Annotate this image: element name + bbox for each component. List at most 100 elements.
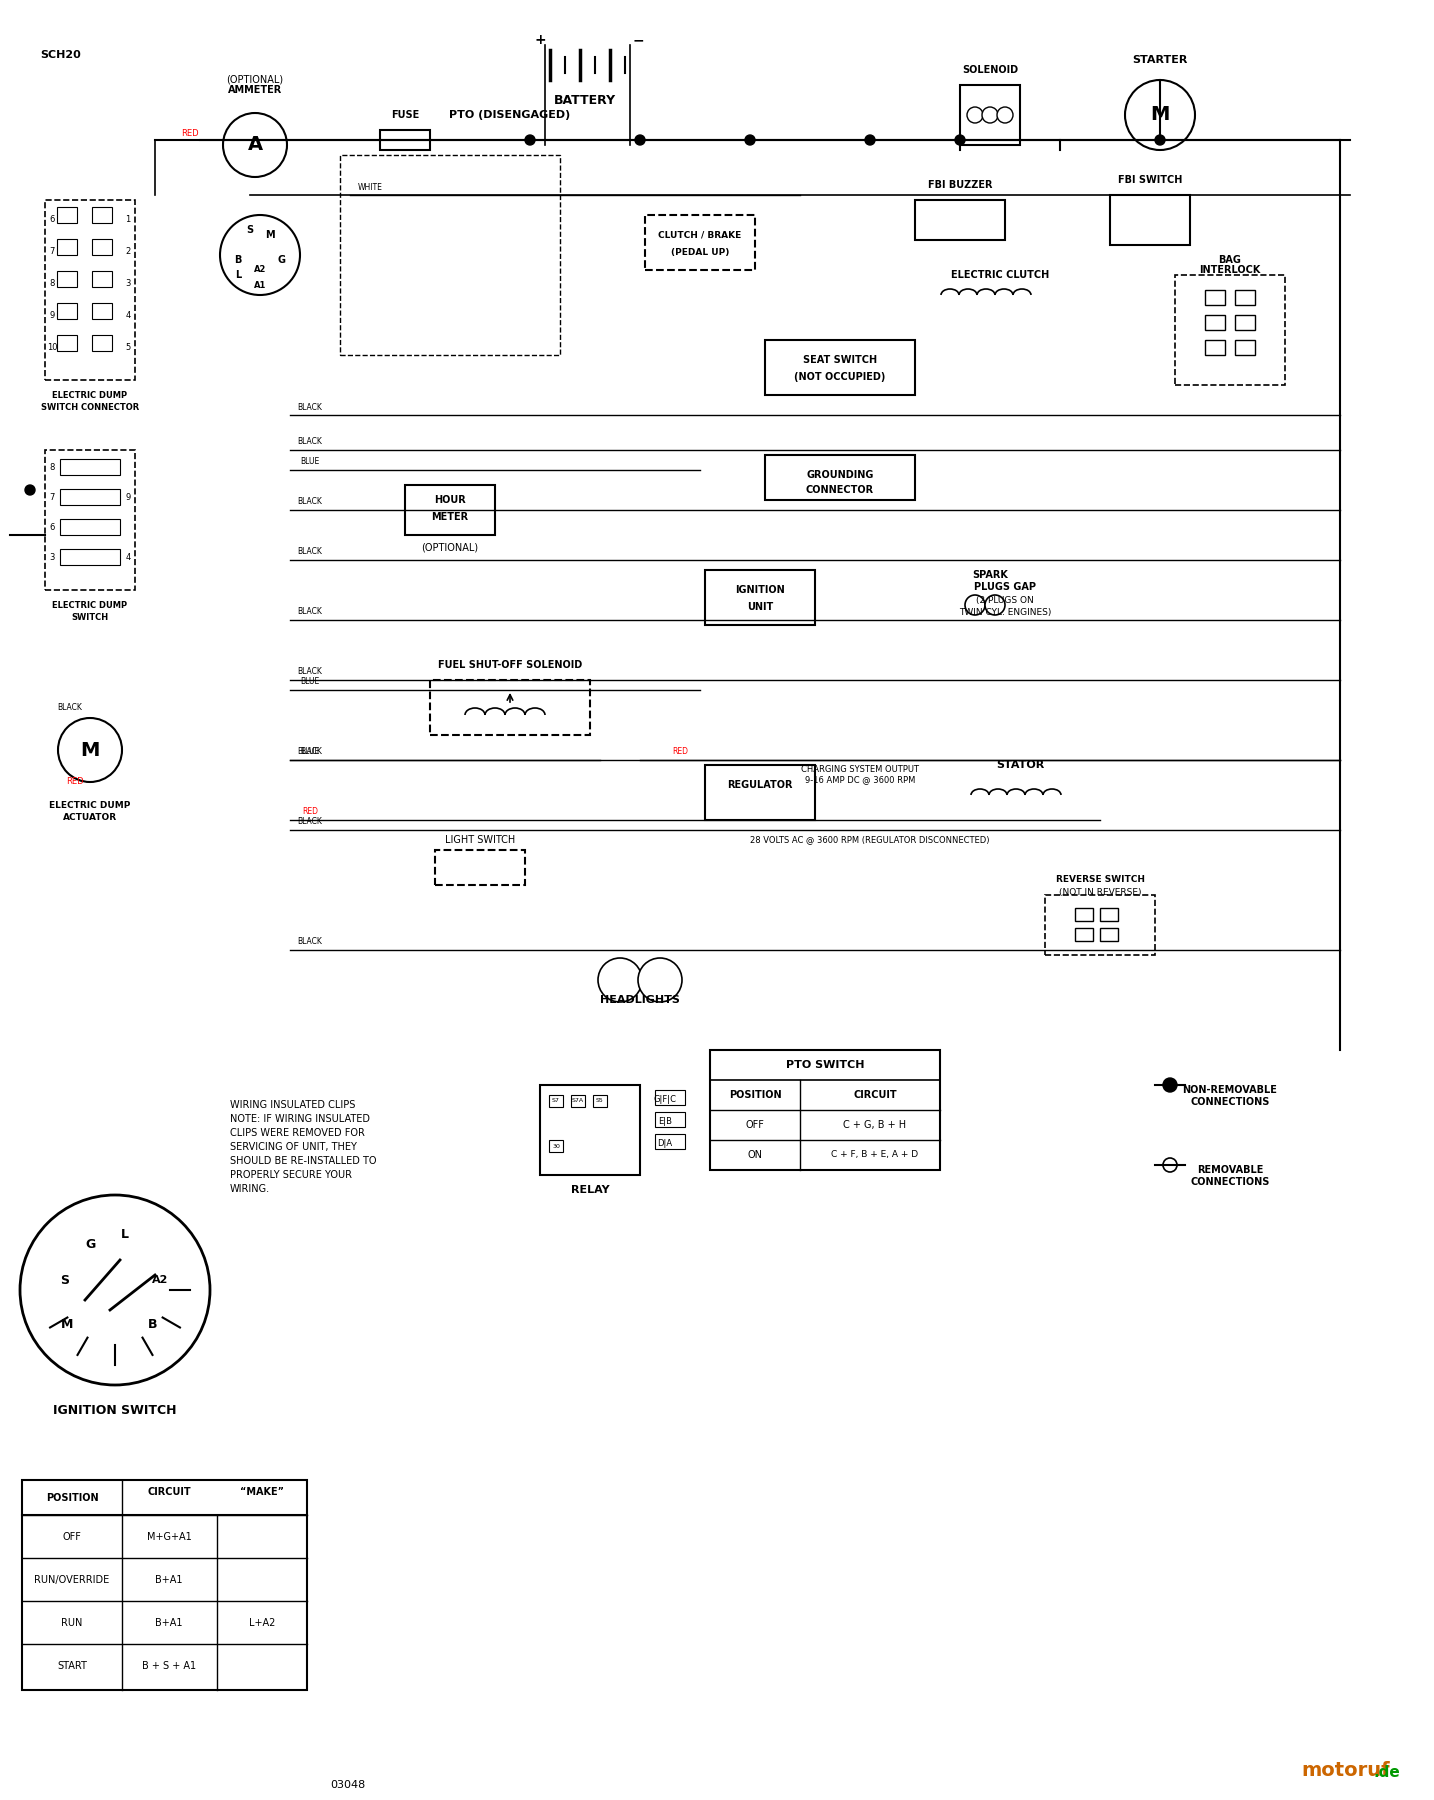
Text: 7: 7 bbox=[49, 247, 54, 256]
Text: 5: 5 bbox=[125, 344, 130, 353]
Circle shape bbox=[865, 135, 875, 146]
Text: M: M bbox=[80, 740, 100, 760]
Circle shape bbox=[1126, 79, 1195, 149]
Text: 6: 6 bbox=[49, 216, 54, 225]
Bar bbox=[92, 272, 112, 286]
Text: 10: 10 bbox=[47, 344, 57, 353]
Text: C + F, B + E, A + D: C + F, B + E, A + D bbox=[832, 1150, 919, 1159]
Bar bbox=[60, 518, 120, 535]
Text: L: L bbox=[120, 1228, 129, 1242]
Bar bbox=[1100, 907, 1119, 922]
Circle shape bbox=[982, 106, 998, 122]
Text: BLACK: BLACK bbox=[298, 747, 323, 756]
Text: B+A1: B+A1 bbox=[155, 1618, 182, 1627]
Text: OFF: OFF bbox=[746, 1120, 764, 1130]
Text: REVERSE SWITCH: REVERSE SWITCH bbox=[1055, 875, 1144, 884]
Text: BLACK: BLACK bbox=[298, 817, 323, 826]
Bar bbox=[549, 1094, 564, 1107]
Circle shape bbox=[635, 135, 645, 146]
Bar bbox=[1205, 315, 1225, 329]
Text: ON: ON bbox=[747, 1150, 763, 1159]
Text: TWIN CYL. ENGINES): TWIN CYL. ENGINES) bbox=[959, 608, 1051, 616]
Bar bbox=[1235, 315, 1255, 329]
Text: G: G bbox=[278, 256, 285, 265]
Text: BLACK: BLACK bbox=[298, 608, 323, 616]
Text: INTERLOCK: INTERLOCK bbox=[1199, 265, 1260, 275]
Circle shape bbox=[985, 596, 1005, 616]
Text: RED: RED bbox=[66, 778, 83, 787]
Text: (2 PLUGS ON: (2 PLUGS ON bbox=[977, 596, 1034, 605]
Text: (NOT IN REVERSE): (NOT IN REVERSE) bbox=[1058, 887, 1141, 896]
Text: NON-REMOVABLE: NON-REMOVABLE bbox=[1183, 1085, 1278, 1094]
Bar bbox=[706, 571, 815, 625]
Text: 1: 1 bbox=[125, 216, 130, 225]
Text: (NOT OCCUPIED): (NOT OCCUPIED) bbox=[794, 373, 886, 382]
Bar bbox=[60, 549, 120, 565]
Text: METER: METER bbox=[432, 511, 469, 522]
Circle shape bbox=[1154, 135, 1164, 146]
Text: M: M bbox=[1150, 106, 1170, 124]
Text: ELECTRIC DUMP: ELECTRIC DUMP bbox=[53, 601, 128, 610]
Text: FUSE: FUSE bbox=[391, 110, 419, 121]
Text: A2: A2 bbox=[152, 1274, 168, 1285]
Text: CONNECTIONS: CONNECTIONS bbox=[1190, 1177, 1269, 1186]
Text: HOUR: HOUR bbox=[435, 495, 466, 506]
Text: motoruf: motoruf bbox=[1302, 1760, 1390, 1780]
Text: S: S bbox=[247, 225, 254, 236]
Bar bbox=[60, 490, 120, 506]
Text: FUEL SHUT-OFF SOLENOID: FUEL SHUT-OFF SOLENOID bbox=[437, 661, 582, 670]
Text: SWITCH CONNECTOR: SWITCH CONNECTOR bbox=[42, 403, 139, 412]
Bar bbox=[706, 765, 815, 821]
Text: “MAKE”: “MAKE” bbox=[239, 1487, 284, 1498]
Bar bbox=[915, 200, 1005, 239]
Text: 8: 8 bbox=[49, 279, 54, 288]
Text: POSITION: POSITION bbox=[46, 1492, 99, 1503]
Text: CLUTCH / BRAKE: CLUTCH / BRAKE bbox=[658, 230, 741, 239]
Text: FBI SWITCH: FBI SWITCH bbox=[1119, 175, 1182, 185]
Text: S7A: S7A bbox=[572, 1098, 584, 1102]
Text: SOLENOID: SOLENOID bbox=[962, 65, 1018, 76]
Text: −: − bbox=[632, 32, 644, 47]
Bar bbox=[57, 207, 77, 223]
Text: ACTUATOR: ACTUATOR bbox=[63, 814, 118, 823]
Bar bbox=[1235, 290, 1255, 304]
Text: WHITE: WHITE bbox=[357, 182, 383, 191]
Text: (OPTIONAL): (OPTIONAL) bbox=[422, 544, 479, 553]
Bar bbox=[1076, 929, 1093, 941]
Text: BLACK: BLACK bbox=[298, 497, 323, 506]
Text: ELECTRIC DUMP: ELECTRIC DUMP bbox=[53, 391, 128, 400]
Text: AMMETER: AMMETER bbox=[228, 85, 282, 95]
Text: 4: 4 bbox=[125, 553, 130, 562]
Bar bbox=[959, 85, 1020, 146]
Bar bbox=[1235, 340, 1255, 355]
Text: RELAY: RELAY bbox=[571, 1184, 609, 1195]
Text: 2: 2 bbox=[125, 247, 130, 256]
Text: 30: 30 bbox=[552, 1145, 559, 1150]
Bar bbox=[60, 459, 120, 475]
Text: L: L bbox=[235, 270, 241, 281]
Text: S7: S7 bbox=[552, 1098, 559, 1102]
Text: SCH20: SCH20 bbox=[40, 50, 80, 59]
Text: 4: 4 bbox=[125, 311, 130, 320]
Circle shape bbox=[20, 1195, 209, 1384]
Text: G|F|C: G|F|C bbox=[654, 1096, 677, 1105]
Text: ELECTRIC CLUTCH: ELECTRIC CLUTCH bbox=[951, 270, 1050, 281]
Text: BLACK: BLACK bbox=[298, 938, 323, 947]
Circle shape bbox=[638, 958, 683, 1003]
Text: RUN: RUN bbox=[62, 1618, 83, 1627]
Bar bbox=[1205, 340, 1225, 355]
Text: BLUE: BLUE bbox=[300, 747, 320, 756]
Circle shape bbox=[525, 135, 535, 146]
Bar bbox=[57, 272, 77, 286]
Text: S: S bbox=[60, 1274, 69, 1287]
Text: ELECTRIC DUMP: ELECTRIC DUMP bbox=[49, 801, 130, 810]
Text: OFF: OFF bbox=[63, 1532, 82, 1543]
Bar bbox=[57, 239, 77, 256]
Text: PTO (DISENGAGED): PTO (DISENGAGED) bbox=[449, 110, 571, 121]
Circle shape bbox=[219, 214, 300, 295]
Bar bbox=[571, 1094, 585, 1107]
Text: 28 VOLTS AC @ 3600 RPM (REGULATOR DISCONNECTED): 28 VOLTS AC @ 3600 RPM (REGULATOR DISCON… bbox=[750, 835, 989, 844]
Bar bbox=[655, 1134, 685, 1148]
Bar bbox=[404, 484, 495, 535]
Text: UNIT: UNIT bbox=[747, 601, 773, 612]
